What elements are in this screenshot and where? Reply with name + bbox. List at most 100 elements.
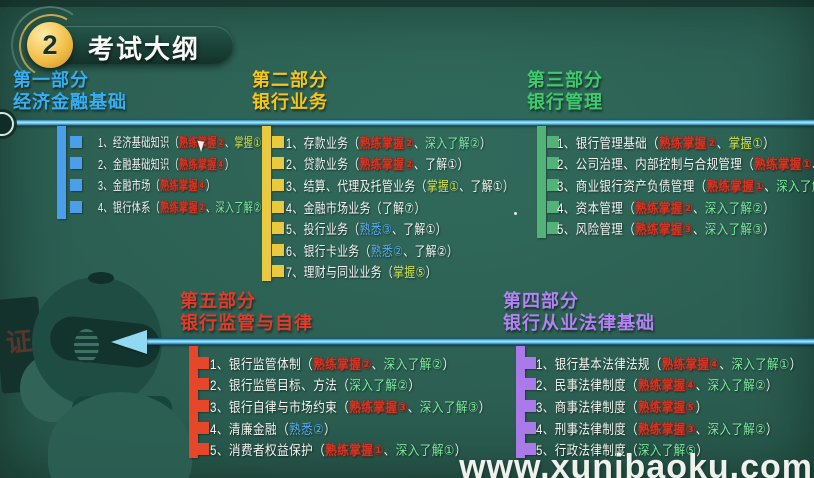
item-text: 6、银行卡业务（熟悉②、了解②） — [286, 243, 459, 259]
bullet-icon — [547, 200, 559, 213]
bullet-icon — [197, 443, 209, 456]
section-list: 1、银行管理基础（熟练掌握②、掌握①） 2、公司治理、内部控制与合规管理（熟练掌握… — [547, 131, 814, 239]
list-item: 3、商业银行资产负债管理（熟练掌握①、深入了解①） — [547, 174, 814, 196]
top-connector-bar — [0, 119, 814, 126]
item-text: 4、刑事法律制度（熟练掌握③、深入了解②） — [536, 421, 778, 437]
bullet-icon — [197, 421, 209, 434]
bullet-icon — [70, 135, 82, 148]
section-name: 经济金融基础 — [13, 91, 127, 112]
section-part-label: 第一部分 — [13, 70, 89, 90]
list-item: 2、银行监管目标、方法（深入了解②） — [197, 374, 537, 396]
section-part-label: 第四部分 — [503, 291, 579, 311]
list-item: 2、贷款业务（熟练掌握②、了解①） — [272, 153, 571, 175]
item-text: 5、行政法律制度（深入了解⑤） — [536, 443, 709, 459]
section-header: 第四部分 银行从业法律基础 — [503, 291, 655, 334]
list-item: 3、银行自律与市场约束（熟练掌握③、深入了解③） — [197, 395, 537, 417]
bullet-icon — [272, 178, 284, 191]
bullet-icon — [524, 399, 536, 412]
list-item: 3、结算、代理及托管业务（掌握①、了解①） — [272, 174, 571, 196]
section-part-label: 第五部分 — [180, 291, 256, 311]
bullet-icon — [547, 157, 559, 170]
item-text: 3、银行自律与市场约束（熟练掌握③、深入了解③） — [210, 399, 491, 415]
item-text: 1、银行管理基础（熟练掌握②、掌握①） — [557, 135, 776, 151]
watermark: www.xunibaoku.com — [459, 448, 813, 478]
item-text: 2、公司治理、内部控制与合规管理（熟练掌握①、深入了解①） — [557, 157, 814, 173]
section-bar — [189, 346, 198, 458]
section-bar — [262, 126, 271, 281]
section-name: 银行业务 — [252, 91, 328, 112]
mascot-body — [48, 392, 192, 478]
section-bar — [537, 126, 546, 238]
item-text: 4、金融市场业务（了解⑦） — [286, 200, 426, 216]
section-list: 1、银行监管体制（熟练掌握②、深入了解②） 2、银行监管目标、方法（深入了解②） 3… — [197, 352, 537, 460]
list-item: 3、金融市场（熟练掌握④） — [70, 174, 345, 196]
bullet-icon — [197, 356, 209, 369]
list-item: 1、存款业务（熟练掌握②、深入了解②） — [272, 131, 571, 153]
list-item: 6、银行卡业务（熟悉②、了解②） — [272, 239, 571, 261]
item-text: 1、银行基本法律法规（熟练掌握④、深入了解①） — [536, 356, 802, 372]
page-title: 考试大纲 — [88, 34, 201, 64]
list-item: 4、金融市场业务（了解⑦） — [272, 196, 571, 218]
bullet-icon — [547, 135, 559, 148]
item-text: 2、贷款业务（熟练掌握②、了解①） — [286, 157, 469, 173]
bullet-icon — [524, 421, 536, 434]
item-text: 3、商事法律制度（熟练掌握⑤） — [536, 399, 708, 415]
section-name: 银行从业法律基础 — [503, 312, 655, 333]
list-item: 5、投行业务（熟悉③、了解①） — [272, 217, 571, 239]
bullet-icon — [524, 443, 536, 456]
list-item: 4、刑事法律制度（熟练掌握③、深入了解②） — [524, 417, 814, 439]
section-header: 第三部分 银行管理 — [527, 70, 603, 113]
list-item: 2、公司治理、内部控制与合规管理（熟练掌握①、深入了解①） — [547, 153, 814, 175]
item-text: 7、理财与同业业务（掌握⑤） — [286, 265, 437, 281]
bullet-icon — [272, 265, 284, 278]
section-number-badge: 2 — [27, 22, 73, 68]
section-header: 第一部分 经济金融基础 — [13, 70, 127, 113]
list-item: 1、银行监管体制（熟练掌握②、深入了解②） — [197, 352, 537, 374]
badge-number: 2 — [42, 29, 58, 60]
item-text: 3、商业银行资产负债管理（熟练掌握①、深入了解①） — [557, 178, 814, 194]
item-text: 3、结算、代理及托管业务（掌握①、了解①） — [286, 178, 515, 194]
list-item: 5、行政法律制度（深入了解⑤） — [524, 438, 814, 460]
top-edge-strip — [0, 0, 814, 7]
list-item: 4、清廉金融（熟悉②） — [197, 417, 537, 439]
item-text: 5、投行业务（熟悉③、了解①） — [286, 222, 447, 238]
bullet-icon — [70, 157, 82, 170]
section-header: 第二部分 银行业务 — [252, 70, 328, 113]
section-list: 1、银行基本法律法规（熟练掌握④、深入了解①） 2、民事法律制度（熟练掌握④、深入… — [524, 352, 814, 460]
section-bar — [516, 346, 525, 458]
list-item: 2、金融基础知识（熟练掌握④） — [70, 153, 345, 175]
item-text: 2、金融基础知识（熟练掌握④） — [98, 156, 235, 172]
section-bar — [57, 126, 66, 219]
bullet-icon — [70, 178, 82, 191]
mascot-cap-button — [88, 272, 114, 284]
section-name: 银行监管与自律 — [180, 312, 313, 333]
list-item: 2、民事法律制度（熟练掌握④、深入了解②） — [524, 374, 814, 396]
bullet-icon — [547, 178, 559, 191]
bullet-icon — [272, 157, 284, 170]
section-part-label: 第二部分 — [252, 70, 328, 90]
list-item: 7、理财与同业业务（掌握⑤） — [272, 261, 571, 283]
section-header: 第五部分 银行监管与自律 — [180, 291, 313, 334]
bullet-icon — [272, 222, 284, 235]
bullet-icon — [524, 378, 536, 391]
item-text: 2、民事法律制度（熟练掌握④、深入了解②） — [536, 378, 778, 394]
item-text: 1、银行监管体制（熟练掌握②、深入了解②） — [210, 356, 455, 372]
item-text: 3、金融市场（熟练掌握④） — [98, 178, 216, 194]
bullet-icon — [272, 200, 284, 213]
list-item: 5、风险管理（熟练掌握③、深入了解③） — [547, 217, 814, 239]
item-text: 1、存款业务（熟练掌握②、深入了解②） — [286, 135, 492, 151]
section-list: 1、存款业务（熟练掌握②、深入了解②） 2、贷款业务（熟练掌握②、了解①） 3、结算… — [272, 131, 571, 282]
bullet-icon — [197, 399, 209, 412]
bullet-icon — [272, 135, 284, 148]
list-item: 5、消费者权益保护（熟练掌握①、深入了解①） — [197, 438, 537, 460]
list-item: 4、资本管理（熟练掌握②、深入了解②） — [547, 196, 814, 218]
section-part-label: 第三部分 — [527, 70, 603, 90]
list-item: 3、商事法律制度（熟练掌握⑤） — [524, 395, 814, 417]
list-item: 1、银行基本法律法规（熟练掌握④、深入了解①） — [524, 352, 814, 374]
list-item: 1、银行管理基础（熟练掌握②、掌握①） — [547, 131, 814, 153]
item-text: 5、消费者权益保护（熟练掌握①、深入了解①） — [210, 443, 467, 459]
